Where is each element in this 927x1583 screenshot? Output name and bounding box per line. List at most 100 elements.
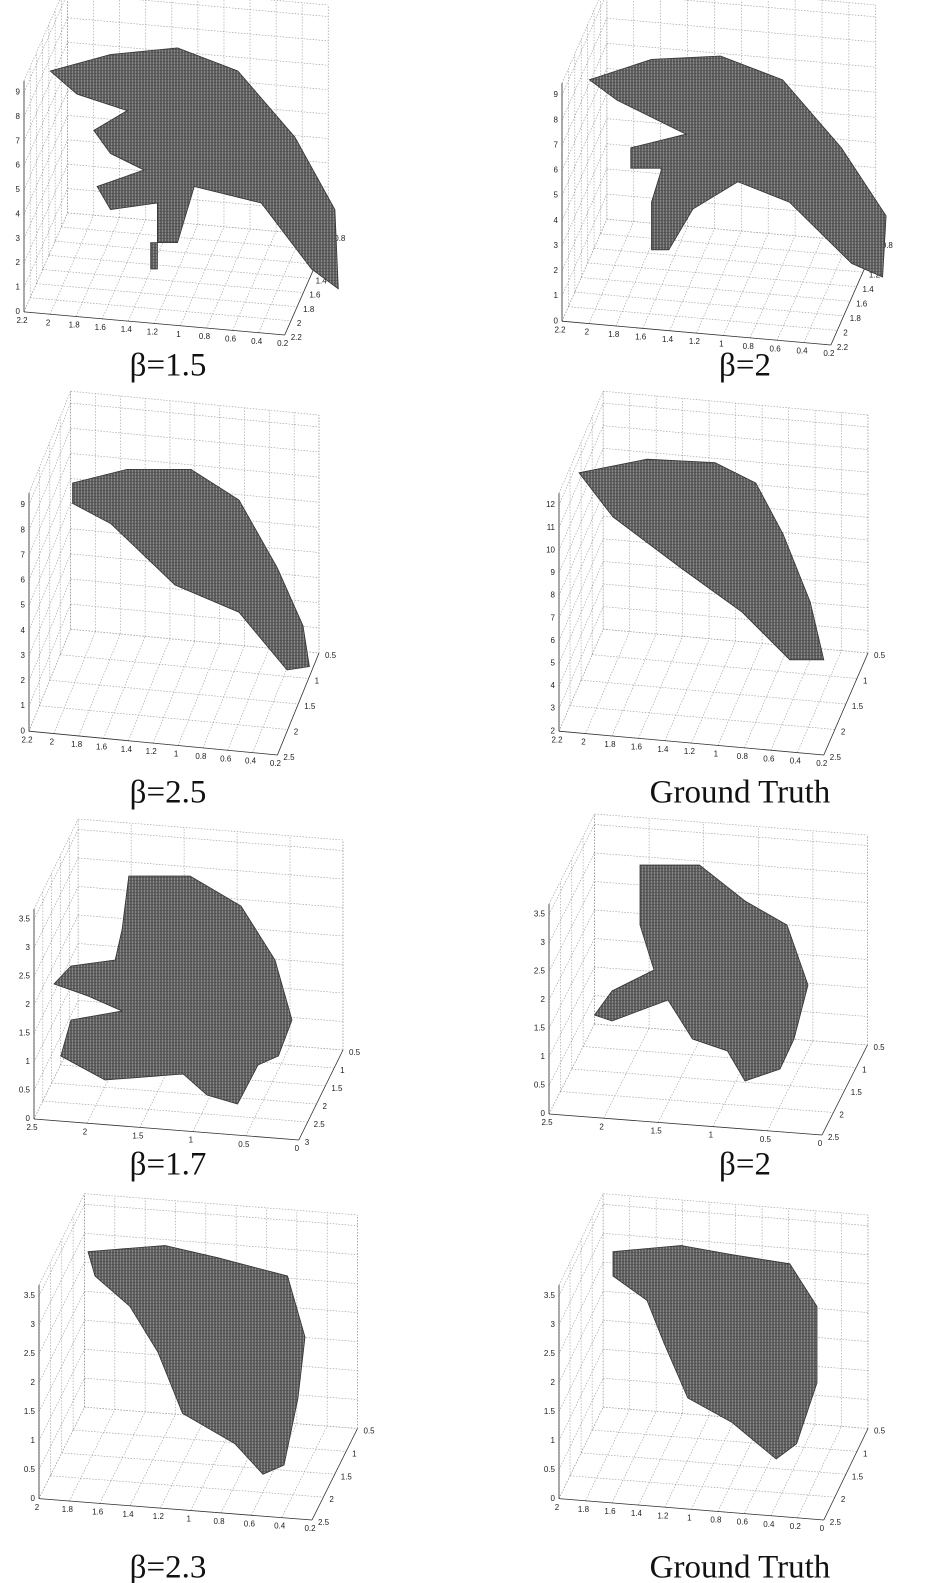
x-tick-label: 0.6 — [763, 754, 775, 763]
x-tick-label: 1.2 — [657, 1511, 669, 1520]
z-tick-label: 6 — [551, 636, 556, 645]
grid-line — [52, 1083, 317, 1104]
z-tick-label: 3.5 — [24, 1291, 36, 1300]
x-tick-label: 2 — [599, 1122, 604, 1131]
grid-line — [777, 238, 822, 340]
grid-line — [24, 67, 68, 166]
x-tick-label: 2.2 — [21, 735, 33, 744]
caption: β=2.3 — [130, 1550, 207, 1583]
grid-line — [60, 655, 308, 679]
x-tick-label: 1 — [687, 1513, 692, 1522]
grid-line — [34, 858, 78, 948]
grid-line — [39, 1204, 85, 1296]
plot-panel: 21.81.61.41.210.80.60.40.20.511.522.500.… — [24, 1194, 375, 1583]
x-tick-label: 2.5 — [26, 1123, 38, 1132]
grid-line — [79, 634, 121, 736]
y-tick-label: 1.5 — [851, 1088, 863, 1097]
x-tick-label: 1 — [176, 330, 181, 339]
x-tick-label: 0 — [820, 1524, 825, 1533]
z-tick-label: 2 — [551, 726, 556, 735]
x-tick-label: 2 — [46, 318, 51, 327]
z-tick-label: 1.5 — [19, 1029, 31, 1038]
grid-line — [50, 1476, 323, 1497]
figure: 2.221.81.61.41.210.80.60.40.20.811.21.41… — [0, 0, 927, 1583]
z-tick-label: 10 — [546, 545, 555, 554]
grid-line — [638, 636, 682, 738]
z-tick-label: 1 — [554, 291, 559, 300]
x-tick-label: 2 — [50, 738, 55, 747]
x-tick-label: 0 — [818, 1139, 823, 1148]
x-tick-label: 1.4 — [662, 335, 674, 344]
z-tick-label: 3 — [551, 1320, 556, 1329]
grid-line — [34, 887, 78, 977]
grid-line — [102, 220, 146, 319]
plot-panel: 2.221.81.61.41.210.80.60.40.20.511.522.5… — [546, 391, 886, 810]
x-tick-label: 1.8 — [608, 330, 620, 339]
grid-line — [559, 516, 603, 618]
grid-line — [560, 1092, 833, 1113]
grid-line — [73, 1430, 346, 1451]
x-tick-label: 0.2 — [304, 1524, 316, 1533]
surface-render — [579, 459, 824, 660]
z-tick-label: 5 — [21, 601, 26, 610]
z-tick-label: 1.5 — [544, 1407, 556, 1416]
y-tick-label: 1 — [340, 1066, 345, 1075]
grid-line — [24, 42, 68, 141]
x-tick-label: 0.2 — [823, 349, 835, 358]
grid-line — [39, 1407, 85, 1499]
grid-line — [24, 91, 68, 190]
x-tick-label: 1.8 — [578, 1505, 590, 1514]
z-tick-label: 3.5 — [534, 910, 546, 919]
y-tick-label: 1.5 — [304, 702, 316, 711]
caption: β=1.5 — [130, 348, 207, 384]
z-tick-label: 7 — [554, 140, 559, 149]
grid-line — [581, 277, 850, 301]
grid-line — [29, 504, 71, 606]
x-tick-label: 1.6 — [635, 332, 647, 341]
plot-panel: 2.221.81.61.41.210.80.60.40.20.811.21.41… — [554, 0, 894, 384]
z-tick-label: 1 — [21, 701, 26, 710]
x-tick-label: 1.5 — [651, 1127, 663, 1136]
grid-line — [572, 1069, 845, 1090]
y-tick-label: 0.5 — [364, 1427, 376, 1436]
z-tick-label: 3 — [16, 234, 21, 243]
z-tick-label: 2 — [16, 258, 21, 267]
x-tick-label: 1.8 — [69, 321, 81, 330]
grid-line — [562, 219, 607, 321]
x-tick-label: 0.8 — [195, 752, 207, 761]
z-tick-label: 11 — [547, 523, 556, 532]
z-tick-label: 5 — [551, 658, 556, 667]
grid-line — [562, 43, 607, 145]
x-tick-label: 2.2 — [551, 735, 563, 744]
x-tick-label: 0.2 — [277, 339, 289, 348]
x-tick-label: 1 — [189, 1136, 194, 1145]
x-tick-label: 1.4 — [121, 745, 133, 754]
z-tick-label: 0 — [551, 1494, 556, 1503]
z-tick-label: 3 — [551, 704, 556, 713]
grid-line — [670, 229, 715, 331]
page: 2.221.81.61.41.210.80.60.40.20.811.21.41… — [0, 0, 927, 1583]
y-tick-label: 1.8 — [850, 314, 862, 323]
grid-line — [104, 636, 146, 738]
x-tick-label: 1 — [714, 750, 719, 759]
x-tick-label: 1.2 — [153, 1512, 165, 1521]
surface-render — [613, 1246, 817, 1460]
z-tick-label: 4 — [554, 216, 559, 225]
z-tick-label: 3 — [26, 943, 31, 952]
z-tick-label: 0.5 — [544, 1465, 556, 1474]
z-tick-label: 12 — [546, 500, 555, 509]
grid-line — [797, 651, 841, 753]
surface-render — [50, 48, 338, 289]
x-tick-label: 1.2 — [146, 747, 158, 756]
x-tick-label: 1.4 — [657, 745, 669, 754]
z-tick-label: 3 — [541, 938, 546, 947]
z-tick-label: 3.5 — [544, 1291, 556, 1300]
z-tick-label: 3 — [554, 241, 559, 250]
z-tick-label: 3 — [21, 651, 26, 660]
y-tick-label: 1.6 — [856, 299, 868, 308]
x-tick-label: 0.8 — [710, 1516, 722, 1525]
x-tick-label: 1.6 — [92, 1508, 104, 1517]
grid-line — [34, 830, 78, 920]
z-tick-label: 2.5 — [544, 1349, 556, 1358]
z-tick-label: 1 — [16, 283, 21, 292]
